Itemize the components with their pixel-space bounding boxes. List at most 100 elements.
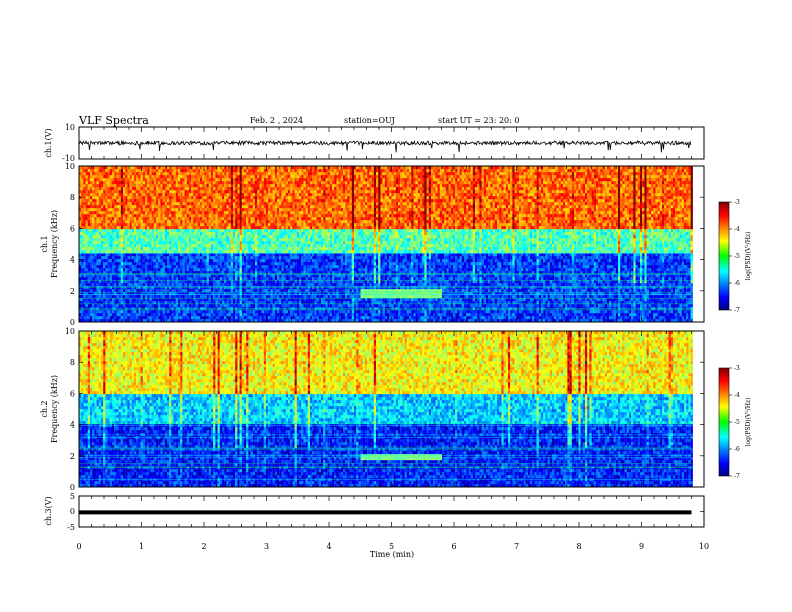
spectrogram-cell — [160, 232, 162, 235]
spectrogram-cell — [273, 262, 275, 265]
spectrogram-cell — [83, 217, 85, 220]
spectrogram-cell — [202, 199, 204, 202]
spectrogram-cell — [248, 283, 250, 286]
spectrogram-cell — [281, 244, 283, 247]
spectrogram-cell — [156, 274, 158, 277]
spectrogram-cell — [121, 253, 123, 256]
spectrogram-cell — [231, 208, 233, 211]
spectrogram-cell — [198, 193, 200, 196]
spectrogram-cell — [204, 184, 206, 187]
spectrogram-cell — [121, 256, 123, 259]
spectrogram-cell — [204, 172, 206, 175]
spectrogram-cell — [251, 265, 253, 268]
spectrogram-cell — [231, 259, 233, 262]
spectrogram-cell — [273, 310, 275, 313]
spectrogram-cell — [251, 289, 253, 292]
spectrogram-cell — [86, 217, 88, 220]
spectrogram-cell — [211, 223, 213, 226]
spectrogram-cell — [237, 196, 239, 199]
spectrogram-cell — [209, 259, 211, 262]
spectrogram-cell — [259, 202, 261, 205]
spectrogram-cell — [176, 304, 178, 307]
spectrogram-cell — [163, 211, 165, 214]
spectrogram-cell — [90, 223, 92, 226]
spectrogram-cell — [105, 208, 107, 211]
spectrogram-cell — [97, 205, 99, 208]
spectrogram-cell — [121, 181, 123, 184]
spectrogram-cell — [174, 292, 176, 295]
spectrogram-cell — [156, 208, 158, 211]
spectrogram-cell — [220, 262, 222, 265]
spectrogram-cell — [231, 235, 233, 238]
spectrogram-cell — [92, 274, 94, 277]
spectrogram-cell — [222, 289, 224, 292]
spectrogram-cell — [202, 289, 204, 292]
spectrogram-cell — [156, 193, 158, 196]
spectrogram-cell — [211, 193, 213, 196]
spectrogram-cell — [125, 304, 127, 307]
spectrogram-cell — [114, 265, 116, 268]
spectrogram-cell — [284, 253, 286, 256]
spectrogram-cell — [136, 235, 138, 238]
spectrogram-cell — [141, 253, 143, 256]
spectrogram-cell — [108, 256, 110, 259]
spectrogram-cell — [163, 196, 165, 199]
spectrogram-cell — [90, 313, 92, 316]
spectrogram-cell — [86, 289, 88, 292]
spectrogram-cell — [224, 226, 226, 229]
spectrogram-cell — [279, 253, 281, 256]
spectrogram-cell — [163, 175, 165, 178]
spectrogram-cell — [136, 304, 138, 307]
spectrogram-cell — [152, 295, 154, 298]
spectrogram-cell — [266, 235, 268, 238]
spectrogram-cell — [105, 175, 107, 178]
spectrogram-cell — [154, 292, 156, 295]
spectrogram-cell — [178, 304, 180, 307]
spectrogram-cell — [187, 274, 189, 277]
spectrogram-cell — [163, 268, 165, 271]
spectrogram-cell — [240, 292, 242, 295]
spectrogram-cell — [196, 223, 198, 226]
spectrogram-cell — [259, 214, 261, 217]
spectrogram-cell — [198, 220, 200, 223]
spectrogram-cell — [207, 172, 209, 175]
spectrogram-cell — [275, 169, 277, 172]
spectrogram-cell — [233, 253, 235, 256]
spectrogram-cell — [156, 256, 158, 259]
spectrogram-cell — [264, 223, 266, 226]
spectrogram-cell — [156, 316, 158, 319]
spectrogram-cell — [169, 229, 171, 232]
spectrogram-cell — [83, 211, 85, 214]
spectrogram-cell — [180, 187, 182, 190]
spectrogram-cell — [127, 235, 129, 238]
spectrogram-cell — [132, 250, 134, 253]
spectrogram-cell — [149, 253, 151, 256]
spectrogram-cell — [277, 205, 279, 208]
spectrogram-cell — [105, 217, 107, 220]
spectrogram-cell — [202, 193, 204, 196]
spectrogram-cell — [242, 289, 244, 292]
spectrogram-cell — [141, 214, 143, 217]
spectrogram-cell — [182, 208, 184, 211]
spectrogram-cell — [105, 172, 107, 175]
spectrogram-cell — [231, 181, 233, 184]
spectrogram-cell — [156, 181, 158, 184]
spectrogram-cell — [244, 223, 246, 226]
spectrogram-cell — [88, 238, 90, 241]
spectrogram-cell — [176, 238, 178, 241]
spectrogram-cell — [174, 283, 176, 286]
spectrogram-cell — [229, 187, 231, 190]
spectrogram-cell — [275, 265, 277, 268]
spectrogram-cell — [86, 229, 88, 232]
spectrogram-cell — [187, 193, 189, 196]
spectrogram-cell — [255, 226, 257, 229]
spectrogram-cell — [171, 217, 173, 220]
spectrogram-cell — [178, 268, 180, 271]
spectrogram-cell — [147, 193, 149, 196]
spectrogram-cell — [167, 208, 169, 211]
spectrogram-cell — [86, 199, 88, 202]
spectrogram-cell — [191, 247, 193, 250]
spectrogram-cell — [138, 193, 140, 196]
spectrogram-cell — [244, 241, 246, 244]
spectrogram-cell — [176, 187, 178, 190]
